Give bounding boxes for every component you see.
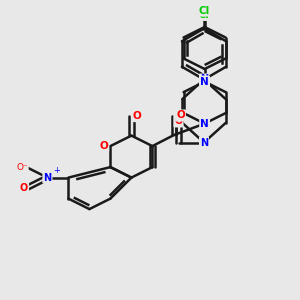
Text: O: O — [176, 110, 185, 121]
Text: +: + — [53, 166, 60, 175]
Text: O⁻: O⁻ — [16, 163, 28, 172]
Text: O: O — [132, 111, 141, 121]
Text: O: O — [174, 116, 183, 127]
Text: N: N — [200, 74, 208, 85]
Text: N: N — [43, 172, 52, 183]
Text: N: N — [200, 76, 209, 87]
Text: O: O — [20, 183, 28, 193]
Text: N: N — [200, 137, 208, 148]
Text: N: N — [200, 118, 209, 129]
Text: Cl: Cl — [199, 10, 209, 20]
Text: O: O — [99, 141, 108, 151]
Text: Cl: Cl — [199, 5, 210, 16]
